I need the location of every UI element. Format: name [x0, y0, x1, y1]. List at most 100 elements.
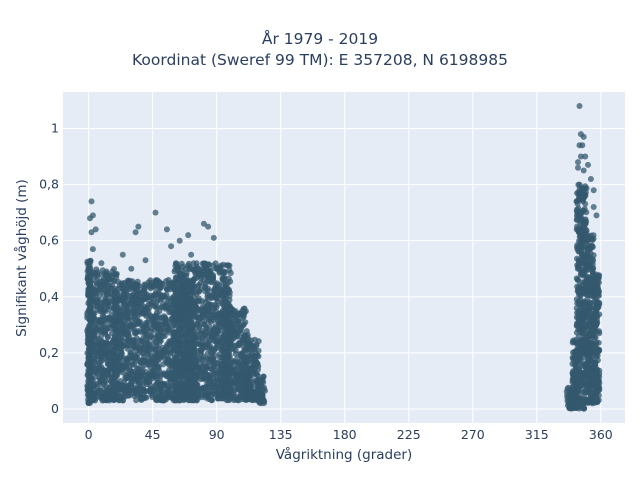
data-point	[151, 372, 158, 379]
data-point	[242, 357, 249, 364]
data-point	[218, 323, 225, 330]
data-point	[118, 280, 125, 287]
data-point	[576, 405, 583, 412]
data-point	[89, 395, 96, 402]
data-point	[124, 331, 131, 338]
data-point	[577, 210, 583, 216]
data-point	[259, 392, 266, 399]
data-point	[226, 353, 233, 360]
y-tick-label: 1	[51, 120, 59, 135]
data-point	[185, 304, 192, 311]
data-point	[577, 373, 584, 380]
data-point	[100, 308, 107, 315]
data-point	[135, 309, 142, 316]
data-point	[210, 361, 217, 368]
data-point	[221, 351, 228, 358]
data-point	[595, 346, 602, 353]
x-tick-label: 225	[397, 427, 421, 442]
data-point	[134, 351, 141, 358]
data-point	[580, 133, 587, 140]
data-point	[235, 340, 242, 347]
data-point	[87, 274, 94, 280]
data-point	[171, 322, 178, 329]
data-point	[113, 366, 120, 372]
data-point	[573, 198, 580, 205]
data-point	[177, 373, 183, 380]
data-point	[109, 282, 116, 289]
data-point	[226, 267, 233, 274]
data-point	[114, 389, 121, 396]
data-point	[584, 320, 591, 327]
data-point	[574, 340, 581, 347]
data-point	[199, 298, 206, 304]
data-point	[221, 389, 228, 395]
data-point	[145, 279, 152, 286]
data-point	[198, 340, 205, 346]
data-point	[574, 322, 581, 329]
data-point	[574, 223, 580, 230]
data-point	[582, 183, 589, 190]
data-point	[105, 360, 112, 367]
data-point	[141, 303, 148, 310]
data-point	[180, 263, 187, 270]
data-point	[575, 398, 582, 405]
data-point	[183, 292, 190, 299]
data-point	[176, 237, 183, 244]
data-point	[587, 176, 594, 182]
y-axis-label: Signifikant våghöjd (m)	[14, 179, 30, 337]
data-point	[204, 341, 211, 347]
data-point	[214, 341, 221, 347]
data-point	[210, 275, 217, 282]
data-point	[204, 302, 211, 309]
data-point	[585, 260, 592, 267]
data-point	[121, 379, 128, 386]
data-point	[152, 209, 159, 216]
data-point	[204, 296, 211, 303]
data-point	[575, 164, 581, 171]
data-point	[228, 392, 235, 399]
data-point	[98, 357, 105, 364]
data-point	[580, 189, 587, 196]
data-point	[234, 355, 241, 362]
data-point	[153, 280, 160, 287]
data-point	[579, 299, 586, 306]
data-point	[576, 333, 582, 340]
data-point	[210, 384, 217, 391]
data-point	[213, 304, 220, 311]
data-point	[590, 232, 597, 239]
data-point	[140, 385, 146, 392]
x-axis-label: Vågriktning (grader)	[275, 447, 413, 463]
data-point	[592, 363, 599, 370]
data-point	[211, 372, 218, 378]
data-point	[97, 366, 104, 373]
data-point	[142, 340, 149, 346]
data-point	[104, 340, 111, 347]
data-point	[156, 393, 163, 400]
data-point	[128, 265, 135, 272]
data-point	[188, 379, 194, 386]
data-point	[573, 296, 580, 303]
data-point	[105, 354, 112, 361]
data-point	[180, 309, 187, 316]
data-point	[188, 251, 195, 258]
data-point	[594, 357, 601, 364]
data-point	[224, 373, 231, 380]
data-point	[121, 313, 128, 320]
data-point	[135, 319, 142, 326]
data-point	[168, 243, 175, 250]
data-point	[175, 299, 181, 306]
data-point	[574, 356, 581, 363]
data-point	[232, 350, 239, 357]
data-point	[141, 284, 147, 291]
data-point	[234, 384, 241, 391]
data-point	[203, 266, 210, 272]
data-point	[222, 308, 229, 315]
data-point	[157, 373, 164, 380]
data-point	[223, 338, 230, 345]
data-point	[593, 212, 600, 219]
data-point	[196, 365, 203, 372]
data-point	[107, 276, 114, 283]
data-point	[175, 388, 182, 395]
data-point	[172, 266, 179, 273]
